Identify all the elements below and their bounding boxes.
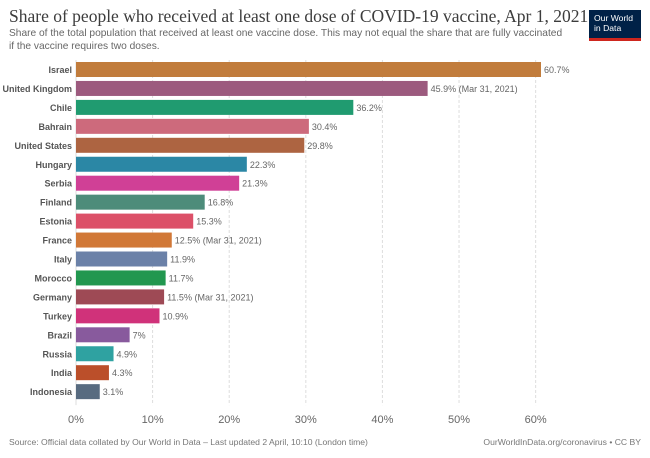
category-label: Hungary xyxy=(35,160,72,170)
x-tick-label: 40% xyxy=(371,414,393,426)
value-label: 12.5% (Mar 31, 2021) xyxy=(175,236,262,246)
category-label: Serbia xyxy=(44,179,73,189)
category-label: United Kingdom xyxy=(3,84,73,94)
x-tick-label: 0% xyxy=(68,414,84,426)
value-label: 30.4% xyxy=(312,122,338,132)
bar xyxy=(76,156,247,172)
value-label: 15.3% xyxy=(196,217,222,227)
category-label: France xyxy=(42,236,72,246)
category-label: Bahrain xyxy=(38,122,72,132)
bar xyxy=(76,289,165,305)
chart-subtitle: Share of the total population that recei… xyxy=(9,28,563,52)
bar xyxy=(76,365,109,381)
bar xyxy=(76,327,130,343)
bar xyxy=(76,118,309,134)
value-label: 22.3% xyxy=(250,160,276,170)
bar xyxy=(76,175,240,191)
x-tick-label: 20% xyxy=(218,414,240,426)
license-link[interactable]: OurWorldInData.org/coronavirus • CC BY xyxy=(483,437,641,447)
bar xyxy=(76,62,541,77)
category-label: Morocco xyxy=(34,273,72,283)
x-tick-label: 60% xyxy=(525,414,547,426)
value-label: 11.7% xyxy=(169,273,194,283)
value-label: 11.9% xyxy=(170,255,195,265)
value-label: 21.3% xyxy=(242,179,268,189)
category-label: Italy xyxy=(54,255,72,265)
bar xyxy=(76,308,160,324)
category-label: United States xyxy=(14,141,72,151)
value-label: 29.8% xyxy=(307,141,333,151)
category-label: Brazil xyxy=(47,330,72,340)
value-label: 4.9% xyxy=(117,349,138,359)
value-label: 16.8% xyxy=(208,198,234,208)
chart-title: Share of people who received at least on… xyxy=(9,6,589,26)
value-label: 45.9% (Mar 31, 2021) xyxy=(431,84,518,94)
category-label: Finland xyxy=(40,198,72,208)
value-label: 3.1% xyxy=(103,387,124,397)
bar xyxy=(76,346,114,362)
bar xyxy=(76,194,205,210)
value-label: 10.9% xyxy=(163,311,189,321)
category-label: India xyxy=(51,368,73,378)
bar xyxy=(76,80,428,96)
x-tick-label: 10% xyxy=(142,414,164,426)
source-note[interactable]: Source: Official data collated by Our Wo… xyxy=(9,437,368,447)
bar xyxy=(76,232,172,248)
bar xyxy=(76,384,100,400)
value-label: 60.7% xyxy=(544,65,570,75)
category-label: Germany xyxy=(33,292,72,302)
bar-chart: 0% 10% 20% 30% 40% 50% 60% Israel 60.7% United Ki… xyxy=(3,60,570,426)
x-tick-label: 50% xyxy=(448,414,470,426)
bar xyxy=(76,213,194,229)
value-label: 7% xyxy=(133,330,146,340)
bar xyxy=(76,99,354,115)
category-label: Estonia xyxy=(39,217,73,227)
bar xyxy=(76,270,166,286)
bar xyxy=(76,251,168,267)
value-label: 4.3% xyxy=(112,368,133,378)
value-label: 36.2% xyxy=(356,103,382,113)
category-label: Israel xyxy=(48,65,72,75)
x-tick-label: 30% xyxy=(295,414,317,426)
category-label: Russia xyxy=(42,349,73,359)
category-label: Turkey xyxy=(43,311,72,321)
category-label: Chile xyxy=(50,103,72,113)
logo-line-1: Our World xyxy=(594,13,633,23)
logo-line-2: in Data xyxy=(594,23,622,33)
bar xyxy=(76,137,305,153)
value-label: 11.5% (Mar 31, 2021) xyxy=(167,292,253,302)
category-label: Indonesia xyxy=(30,387,73,397)
owid-logo[interactable]: Our World in Data xyxy=(589,10,641,41)
